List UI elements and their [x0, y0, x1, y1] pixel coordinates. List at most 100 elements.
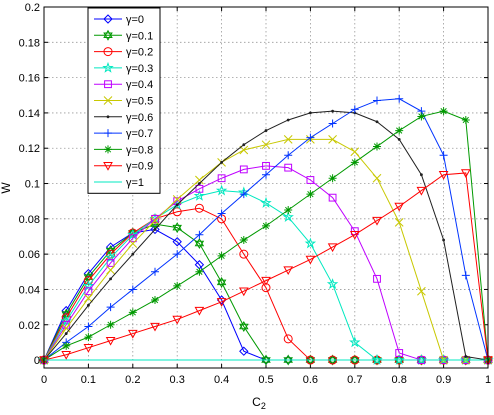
data-point — [395, 94, 404, 103]
data-point — [350, 105, 359, 114]
x-tick-label: 0.3 — [170, 374, 185, 386]
legend-marker — [103, 47, 113, 57]
data-point — [109, 277, 112, 281]
series-5 — [39, 135, 493, 365]
data-point — [153, 228, 157, 231]
data-point — [350, 147, 360, 157]
y-tick-label: 0.12 — [19, 143, 40, 155]
data-point — [172, 237, 182, 247]
data-point — [172, 315, 183, 325]
y-tick-label: 0.06 — [19, 249, 40, 261]
data-point — [173, 250, 182, 259]
data-point — [327, 354, 338, 363]
data-point — [328, 174, 337, 183]
data-point — [372, 173, 382, 183]
x-tick-label: 0.1 — [81, 374, 96, 386]
data-point — [172, 222, 182, 231]
data-point — [195, 175, 204, 185]
data-point — [326, 278, 339, 290]
data-point — [373, 96, 381, 105]
legend-item: γ=0.9 — [94, 161, 153, 173]
data-point — [151, 214, 159, 223]
data-point — [350, 158, 359, 167]
data-point — [394, 202, 405, 212]
data-point — [216, 276, 227, 286]
data-point — [283, 334, 293, 344]
data-point — [283, 357, 293, 366]
legend-label: γ=1 — [126, 177, 144, 189]
data-point — [151, 296, 159, 305]
data-point — [305, 255, 316, 265]
legend-item: γ=0.3 — [94, 61, 153, 75]
data-point — [327, 243, 338, 253]
legend-label: γ=0.3 — [126, 63, 153, 75]
data-point — [220, 160, 224, 164]
data-point — [372, 216, 382, 226]
x-tick-label: 0.4 — [214, 374, 229, 386]
data-point — [64, 332, 68, 335]
y-tick-label: 0.16 — [19, 73, 40, 85]
y-tick-label: 0.02 — [19, 320, 40, 332]
data-point — [260, 196, 272, 208]
data-point — [195, 184, 204, 193]
y-tick-label: 0.18 — [19, 37, 40, 49]
data-point — [239, 190, 248, 199]
data-point — [216, 279, 227, 288]
data-point — [349, 336, 361, 348]
data-point — [172, 224, 182, 234]
legend-label: γ=0.4 — [126, 79, 153, 91]
data-point — [127, 329, 138, 339]
data-point — [439, 151, 448, 160]
legend-label: γ=0.1 — [126, 30, 153, 42]
data-point — [150, 216, 160, 225]
data-point — [238, 287, 249, 297]
data-point — [239, 236, 248, 245]
data-point — [128, 285, 137, 294]
legend-marker — [103, 162, 113, 171]
data-point — [284, 151, 293, 160]
data-point — [106, 265, 115, 275]
data-point — [395, 126, 404, 135]
data-point — [349, 231, 360, 240]
data-point — [262, 170, 270, 179]
data-point — [328, 119, 337, 128]
data-point — [305, 357, 316, 366]
series-4 — [40, 161, 492, 364]
data-point — [262, 161, 270, 170]
data-point — [195, 267, 204, 276]
legend-item: γ=0.1 — [94, 29, 153, 42]
legend-marker — [104, 129, 112, 138]
legend-label: γ=0.6 — [126, 112, 153, 124]
data-point — [239, 323, 249, 333]
data-point — [442, 238, 445, 242]
data-point — [420, 173, 423, 177]
legend-label: γ=0.7 — [126, 128, 153, 140]
data-point — [261, 140, 271, 150]
data-point — [84, 322, 93, 331]
data-point — [373, 274, 381, 283]
data-point — [215, 184, 228, 196]
data-point — [375, 120, 379, 124]
y-tick-label: 0.04 — [19, 284, 40, 296]
data-point — [128, 239, 138, 248]
data-point — [194, 240, 205, 250]
data-point — [416, 186, 427, 196]
legend-marker — [106, 115, 110, 119]
data-point — [309, 111, 312, 115]
legend-item: γ=0.5 — [94, 96, 153, 108]
data-point — [172, 207, 182, 217]
data-point — [217, 251, 226, 260]
legend-marker — [102, 61, 114, 73]
data-point — [198, 182, 201, 185]
legend-marker — [104, 145, 112, 154]
data-point — [128, 234, 137, 243]
x-tick-label: 0.7 — [347, 374, 362, 386]
series-group — [38, 94, 494, 366]
data-point — [439, 107, 448, 116]
x-tick-label: 0.6 — [303, 374, 318, 386]
x-tick-label: 1 — [485, 374, 491, 386]
data-point — [87, 303, 90, 307]
data-point — [239, 249, 249, 259]
y-tick-label: 0 — [34, 355, 40, 367]
data-point — [217, 174, 226, 183]
